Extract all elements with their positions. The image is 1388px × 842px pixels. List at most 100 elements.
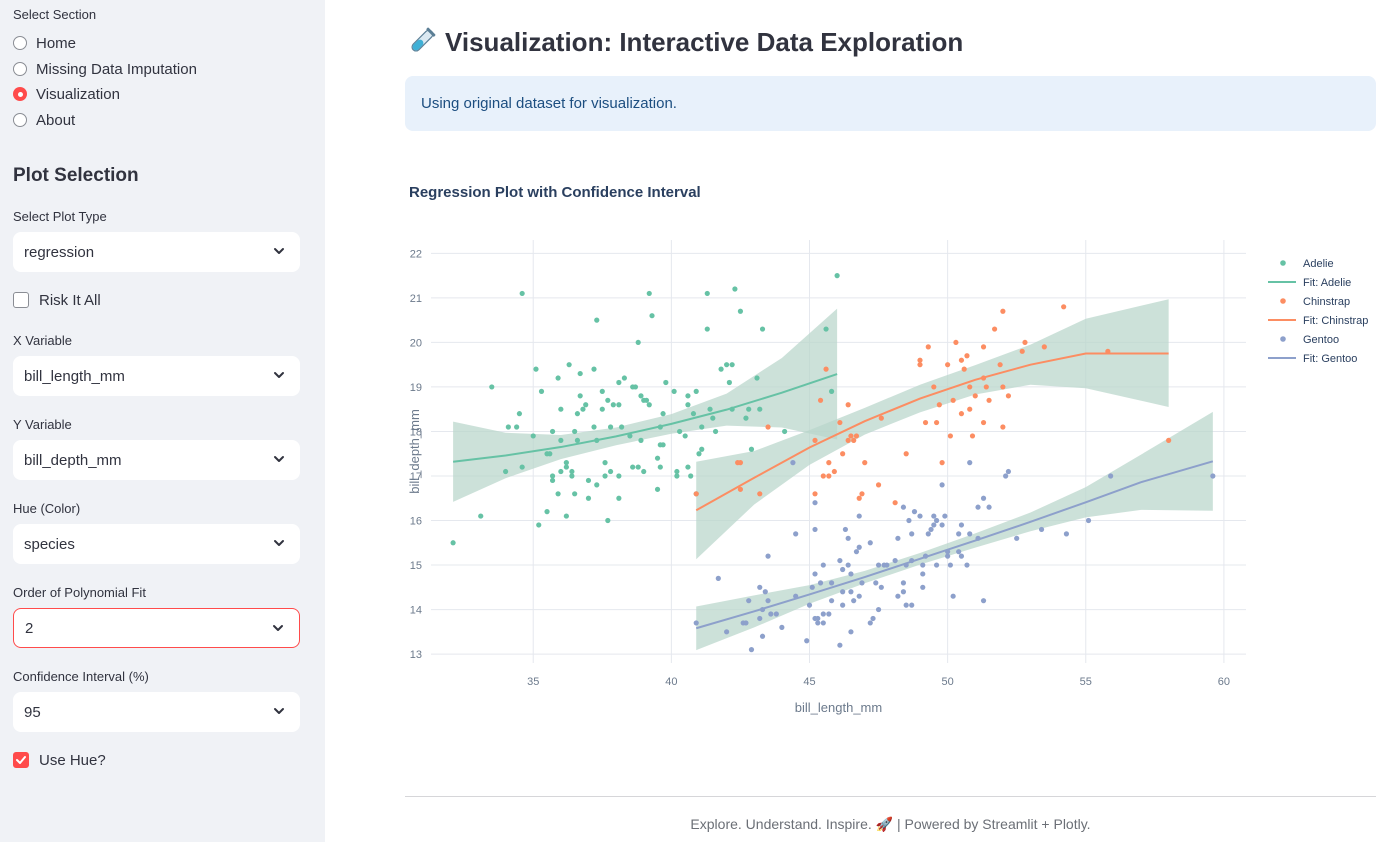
y-variable-value: bill_depth_mm bbox=[24, 451, 122, 469]
data-point-gentoo bbox=[859, 580, 865, 586]
data-point-adelie bbox=[602, 473, 608, 479]
data-point-gentoo bbox=[920, 562, 926, 568]
data-point-gentoo bbox=[967, 531, 973, 537]
hue-select[interactable]: species bbox=[13, 524, 300, 564]
radio-visualization[interactable]: Visualization bbox=[13, 83, 120, 105]
data-point-gentoo bbox=[746, 598, 752, 604]
plot-type-select[interactable]: regression bbox=[13, 232, 300, 272]
checkmark-icon bbox=[16, 756, 26, 764]
data-point-gentoo bbox=[933, 517, 940, 524]
radio-home-circle[interactable] bbox=[13, 36, 27, 50]
data-point-adelie bbox=[450, 540, 456, 546]
use-hue-checkbox[interactable]: Use Hue? bbox=[13, 749, 106, 771]
data-point-adelie bbox=[599, 388, 605, 394]
data-point-gentoo bbox=[873, 580, 879, 586]
data-point-adelie bbox=[558, 437, 564, 443]
data-point-gentoo bbox=[837, 642, 843, 648]
data-point-adelie bbox=[530, 433, 536, 439]
chevron-down-icon bbox=[273, 625, 283, 631]
data-point-gentoo bbox=[878, 584, 884, 590]
radio-about[interactable]: About bbox=[13, 109, 75, 131]
data-point-adelie bbox=[635, 464, 641, 470]
risk-it-all-label: Risk It All bbox=[39, 291, 101, 309]
data-point-chinstrap bbox=[931, 384, 937, 390]
data-point-chinstrap bbox=[983, 384, 989, 390]
data-point-adelie bbox=[519, 464, 525, 470]
poly-order-select[interactable]: 2 bbox=[13, 608, 300, 648]
radio-about-circle[interactable] bbox=[13, 113, 27, 127]
risk-it-all-checkbox[interactable]: Risk It All bbox=[13, 289, 101, 311]
use-hue-box[interactable] bbox=[13, 752, 29, 768]
radio-missing-data-imputation-label: Missing Data Imputation bbox=[36, 60, 197, 78]
x-axis-title: bill_length_mm bbox=[795, 700, 882, 715]
data-point-adelie bbox=[677, 428, 683, 435]
y-tick-label: 18 bbox=[410, 426, 422, 438]
data-point-adelie bbox=[594, 317, 600, 323]
radio-home-label: Home bbox=[36, 34, 77, 52]
fit-line-adelie bbox=[452, 373, 838, 463]
data-point-adelie bbox=[654, 486, 661, 492]
data-point-adelie bbox=[549, 477, 556, 484]
fit-line-gentoo bbox=[695, 460, 1214, 630]
radio-visualization-label: Visualization bbox=[36, 85, 120, 103]
legend-marker-gentoo bbox=[1280, 336, 1286, 342]
x-variable-select[interactable]: bill_length_mm bbox=[13, 356, 300, 396]
y-variable-select[interactable]: bill_depth_mm bbox=[13, 440, 300, 480]
data-point-adelie bbox=[544, 509, 550, 515]
data-point-adelie bbox=[641, 468, 647, 475]
data-point-gentoo bbox=[867, 620, 873, 626]
data-point-chinstrap bbox=[1000, 424, 1006, 430]
data-point-chinstrap bbox=[953, 339, 959, 346]
data-point-gentoo bbox=[875, 562, 882, 568]
section-label: Select Section bbox=[13, 7, 97, 22]
data-point-chinstrap bbox=[917, 362, 923, 368]
data-point-chinstrap bbox=[848, 433, 854, 439]
data-point-gentoo bbox=[773, 611, 779, 617]
legend-label-gentoo: Gentoo bbox=[1303, 334, 1339, 346]
x-tick-label: 60 bbox=[1218, 676, 1230, 688]
confidence-interval-select[interactable]: 95 bbox=[13, 692, 300, 732]
data-point-adelie bbox=[674, 468, 680, 475]
data-point-adelie bbox=[627, 433, 633, 439]
data-point-adelie bbox=[514, 424, 520, 430]
data-point-chinstrap bbox=[969, 433, 976, 439]
risk-it-all-box[interactable] bbox=[13, 292, 29, 308]
page-title-text: Visualization: Interactive Data Explorat… bbox=[445, 26, 964, 57]
radio-missing-data-imputation[interactable]: Missing Data Imputation bbox=[13, 58, 197, 80]
data-point-adelie bbox=[577, 393, 583, 399]
data-point-gentoo bbox=[765, 553, 771, 559]
data-point-chinstrap bbox=[851, 437, 857, 443]
data-point-gentoo bbox=[845, 535, 851, 541]
legend-label-fit-adelie: Fit: Adelie bbox=[1303, 277, 1351, 289]
x-tick-label: 45 bbox=[803, 676, 815, 688]
data-point-adelie bbox=[566, 362, 572, 368]
data-point-gentoo bbox=[956, 549, 962, 555]
radio-home[interactable]: Home bbox=[13, 32, 76, 54]
data-point-gentoo bbox=[933, 562, 940, 568]
radio-missing-data-imputation-circle[interactable] bbox=[13, 62, 27, 76]
data-point-chinstrap bbox=[997, 362, 1003, 368]
x-tick-label: 50 bbox=[942, 676, 954, 688]
data-point-adelie bbox=[591, 424, 597, 430]
chart-title: Regression Plot with Confidence Interval bbox=[409, 184, 701, 201]
data-point-adelie bbox=[729, 362, 735, 368]
data-point-chinstrap bbox=[1000, 384, 1006, 390]
data-point-gentoo bbox=[840, 602, 846, 608]
data-point-gentoo bbox=[875, 606, 882, 613]
data-point-chinstrap bbox=[961, 366, 967, 372]
chevron-down-icon bbox=[274, 540, 284, 546]
data-point-adelie bbox=[649, 313, 655, 319]
legend-label-fit-chinstrap: Fit: Chinstrap bbox=[1303, 315, 1368, 327]
y-tick-label: 13 bbox=[410, 649, 422, 661]
data-point-chinstrap bbox=[936, 402, 942, 408]
radio-visualization-circle[interactable] bbox=[13, 87, 27, 101]
data-point-gentoo bbox=[920, 584, 926, 590]
data-point-gentoo bbox=[817, 580, 824, 586]
regression-chart[interactable]: 13 14 15 16 17 18 19 20 21 22 35 40 45 50 55 60 bill_len… bbox=[400, 220, 1380, 720]
data-point-chinstrap bbox=[875, 482, 882, 488]
data-point-chinstrap bbox=[845, 437, 851, 443]
chevron-down-icon bbox=[274, 248, 284, 254]
data-point-gentoo bbox=[931, 522, 937, 528]
data-point-gentoo bbox=[956, 531, 962, 537]
data-point-gentoo bbox=[693, 620, 699, 626]
